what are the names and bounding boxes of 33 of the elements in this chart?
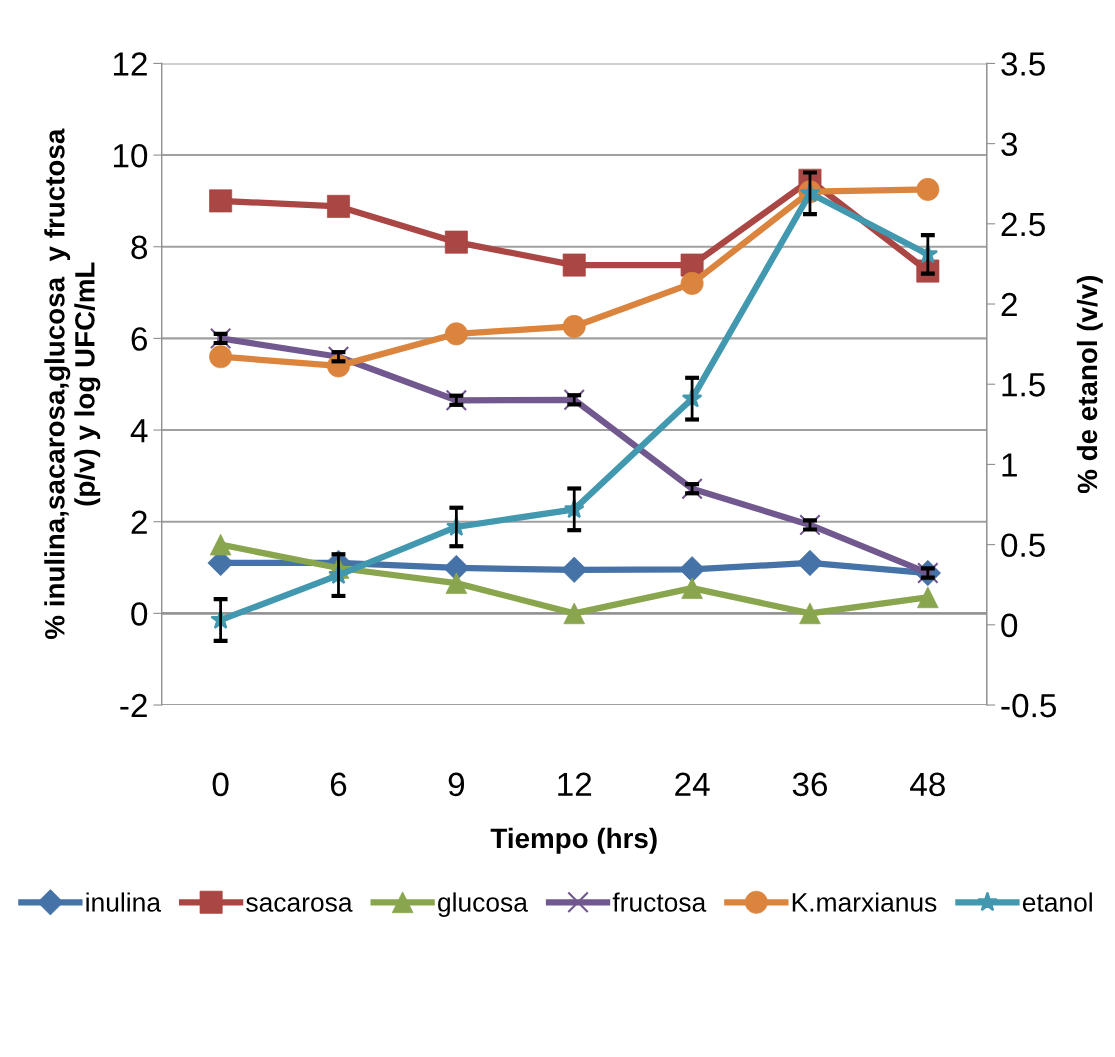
x-tick-label: 12 — [558, 772, 592, 796]
legend-label: sacarosa — [246, 897, 353, 912]
legend-label: glucosa — [438, 892, 528, 917]
x-axis-title: Tiempo (hrs) — [490, 827, 657, 854]
y-tick-label: 10 — [113, 143, 148, 168]
x-tick-label: 0 — [212, 772, 229, 797]
x-tick-label: 24 — [675, 772, 710, 796]
legend-label: etanol — [1022, 892, 1092, 912]
legend-label: inulina — [86, 892, 161, 912]
x-tick-label: 36 — [792, 772, 828, 797]
y2-tick-label: 0 — [1001, 613, 1018, 638]
y-tick-label: 0 — [131, 602, 148, 626]
y2-tick-label: 2.5 — [1001, 212, 1045, 237]
y-tick-label: -2 — [120, 693, 147, 718]
x-tick-label: 6 — [330, 772, 347, 797]
x-tick-label: 48 — [910, 772, 945, 797]
y2-tick-label: 1.5 — [1002, 373, 1045, 397]
y2-tick-label: 2 — [1001, 292, 1017, 317]
y2-tick-label: -0.5 — [1001, 693, 1057, 718]
y2-tick-label: 1 — [1002, 453, 1017, 477]
y-tick-label: 8 — [131, 235, 148, 260]
y-tick-label: 6 — [131, 327, 148, 351]
y2-tick-label: 0.5 — [1001, 533, 1045, 558]
y-tick-label: 12 — [113, 52, 147, 76]
y-tick-label: 4 — [130, 419, 148, 443]
y-axis-title: % inulina,sacarosa,glucosa y fructosa (p/v) y log UFC/mL — [44, 128, 101, 639]
legend-label: K.marxianus — [792, 892, 937, 912]
x-tick-label: 9 — [448, 772, 465, 797]
y2-axis-title: % de etanol (v/v) — [1076, 276, 1103, 494]
y2-tick-label: 3 — [1001, 132, 1018, 157]
legend-label: fructosa — [612, 892, 707, 912]
y2-tick-label: 3.5 — [1001, 52, 1045, 76]
y-tick-label: 2 — [131, 510, 147, 534]
